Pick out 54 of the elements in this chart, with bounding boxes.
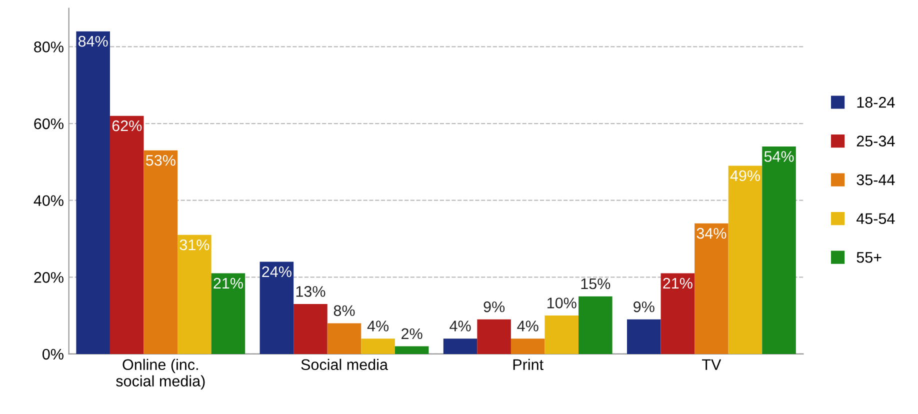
y-tick-label: 80% [34, 42, 64, 52]
data-label: 13% [296, 286, 326, 297]
x-tick-label: Social media [301, 358, 388, 370]
data-label: 9% [634, 301, 654, 312]
bar [578, 296, 612, 354]
y-tick-label: 0% [42, 348, 64, 360]
data-label: 10% [548, 298, 576, 308]
x-tick-label: Print [513, 358, 544, 370]
bar [361, 338, 395, 354]
bar [443, 338, 478, 354]
data-label: 21% [663, 278, 692, 289]
bar [144, 150, 178, 354]
bar [110, 116, 144, 354]
legend-label: 45-54 [856, 213, 895, 224]
data-label: 4% [450, 320, 471, 332]
data-label: 84% [78, 36, 108, 47]
data-label: 4% [517, 320, 538, 332]
data-label: 24% [262, 266, 292, 278]
x-tick-label: Online (inc. social media) [116, 358, 205, 390]
legend-label: 35-44 [856, 174, 895, 186]
y-tick-label: 40% [34, 195, 64, 206]
bar [762, 146, 796, 354]
data-label: 53% [146, 154, 176, 166]
legend-label: 18-24 [857, 96, 895, 108]
data-label: 21% [214, 278, 243, 289]
bar [178, 234, 212, 354]
bar [660, 273, 695, 354]
y-tick-label: 20% [34, 272, 64, 283]
legend-label: 55+ [856, 252, 882, 263]
bar [394, 346, 429, 354]
bar [694, 223, 728, 354]
data-label: 4% [367, 320, 389, 332]
bar [76, 31, 110, 354]
bar [294, 304, 328, 354]
bar [327, 323, 362, 354]
data-label: 34% [696, 228, 726, 239]
bar [510, 338, 545, 354]
x-tick-label: TV [702, 359, 722, 370]
y-tick-label: 60% [34, 118, 64, 130]
bar [544, 316, 579, 354]
data-label: 62% [112, 120, 142, 132]
data-label: 9% [484, 301, 505, 312]
data-label: 8% [334, 305, 355, 316]
bar [477, 319, 511, 354]
data-label: 49% [730, 170, 760, 182]
bar [260, 262, 294, 354]
bar [626, 319, 661, 354]
bar [211, 273, 246, 354]
legend-label: 25-34 [856, 136, 895, 146]
data-label: 15% [581, 278, 610, 290]
data-label: 54% [764, 151, 794, 162]
bar [728, 166, 762, 354]
data-label: 2% [402, 328, 422, 340]
data-label: 31% [180, 239, 210, 250]
